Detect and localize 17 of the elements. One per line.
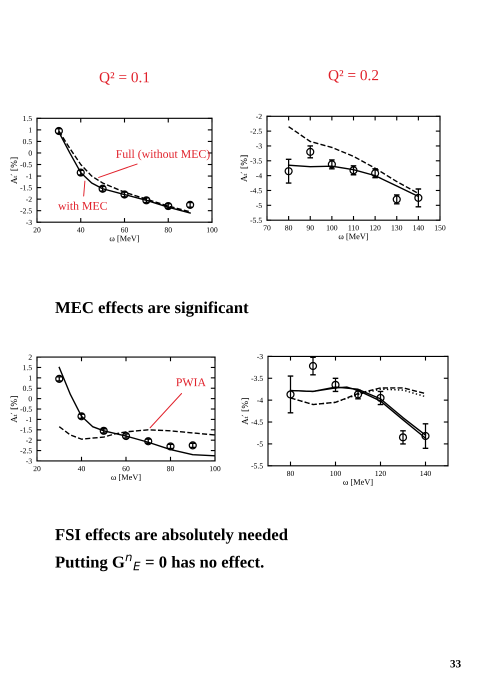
x-axis-title: ω [MeV] (110, 235, 140, 242)
text: MEC effects are significant (55, 301, 249, 317)
y-axis-title: Aₜ′ [%] (242, 398, 250, 425)
text: 33 (450, 660, 461, 668)
chart-title: Q² = 0.2 (328, 70, 378, 83)
x-axis-title: ω [MeV] (111, 474, 141, 482)
text: Putting G$^{n}$$_{E}$ = 0 has no effect. (55, 554, 264, 572)
x-axis-title: ω [MeV] (338, 233, 368, 240)
y-axis-title: Aₜ′ [%] (10, 157, 18, 184)
annotation: PWIA (176, 378, 206, 386)
y-axis-title: Aₜ′ [%] (10, 396, 18, 423)
chart-title: Q² = 0.1 (100, 72, 150, 85)
y-axis-title: Aₜ′ [%] (240, 155, 248, 182)
x-axis-title: ω [MeV] (343, 478, 373, 486)
annotation: Full (without MEC) (116, 150, 210, 160)
annotation: with MEC (58, 202, 107, 210)
text: FSI effects are absolutely needed (55, 528, 288, 544)
